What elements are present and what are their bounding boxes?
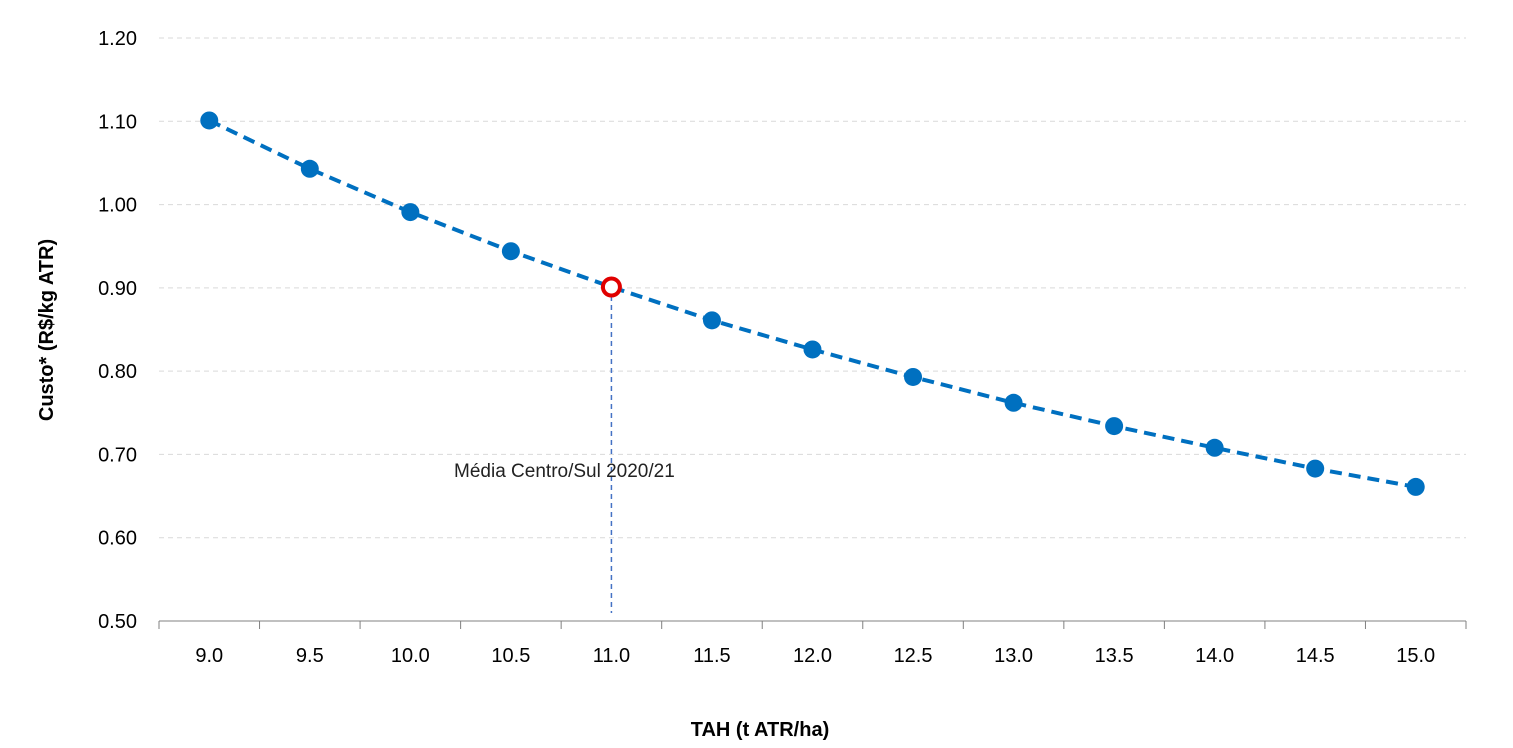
y-tick-label-1.20: 1.20 xyxy=(98,28,137,50)
data-point-12.5 xyxy=(904,367,923,386)
x-tick-label-14.5: 14.5 xyxy=(1296,645,1335,667)
chart-labels: TAH (t ATR/ha) Custo* (R$/kg ATR) Média … xyxy=(36,28,1435,741)
y-tick-label-0.70: 0.70 xyxy=(98,444,137,466)
gridlines xyxy=(159,37,1466,539)
data-point-11.5 xyxy=(702,311,721,330)
x-axis-title: TAH (t ATR/ha) xyxy=(691,719,830,741)
x-tick-label-12.0: 12.0 xyxy=(793,645,832,667)
series-points xyxy=(200,111,1425,496)
y-axis-title: Custo* (R$/kg ATR) xyxy=(36,239,58,421)
y-tick-label-0.60: 0.60 xyxy=(98,528,137,550)
x-tick-label-11.0: 11.0 xyxy=(593,645,630,667)
data-point-10.0 xyxy=(401,203,420,222)
y-tick-label-1.00: 1.00 xyxy=(98,195,137,217)
x-tick-label-9.5: 9.5 xyxy=(296,645,324,667)
series-line xyxy=(208,118,1417,489)
series-line-layer xyxy=(208,118,1417,489)
x-tick-label-15.0: 15.0 xyxy=(1396,645,1435,667)
annotation-media-centro-sul: Média Centro/Sul 2020/21 xyxy=(454,461,675,482)
y-tick-label-0.80: 0.80 xyxy=(98,361,137,383)
x-tick-label-11.5: 11.5 xyxy=(693,645,730,667)
y-tick-label-0.90: 0.90 xyxy=(98,278,137,300)
data-point-12.0 xyxy=(803,340,822,359)
x-tick-label-13.5: 13.5 xyxy=(1095,645,1134,667)
x-tick-label-14.0: 14.0 xyxy=(1195,645,1234,667)
data-point-14.0 xyxy=(1205,438,1224,457)
data-point-15.0 xyxy=(1406,477,1425,496)
highlight-point-11.0 xyxy=(600,276,622,298)
x-tick-label-9.0: 9.0 xyxy=(195,645,223,667)
data-point-13.0 xyxy=(1004,393,1023,412)
x-tick-label-10.0: 10.0 xyxy=(391,645,430,667)
data-point-10.5 xyxy=(501,242,520,261)
data-point-9.0 xyxy=(200,111,219,130)
data-point-13.5 xyxy=(1105,417,1124,436)
x-tick-label-12.5: 12.5 xyxy=(894,645,933,667)
data-point-9.5 xyxy=(300,159,319,178)
x-tick-label-10.5: 10.5 xyxy=(491,645,530,667)
y-tick-label-1.10: 1.10 xyxy=(98,111,137,133)
axes xyxy=(158,620,1467,629)
data-point-14.5 xyxy=(1306,459,1325,478)
y-tick-label-0.50: 0.50 xyxy=(98,611,137,633)
x-tick-label-13.0: 13.0 xyxy=(994,645,1033,667)
